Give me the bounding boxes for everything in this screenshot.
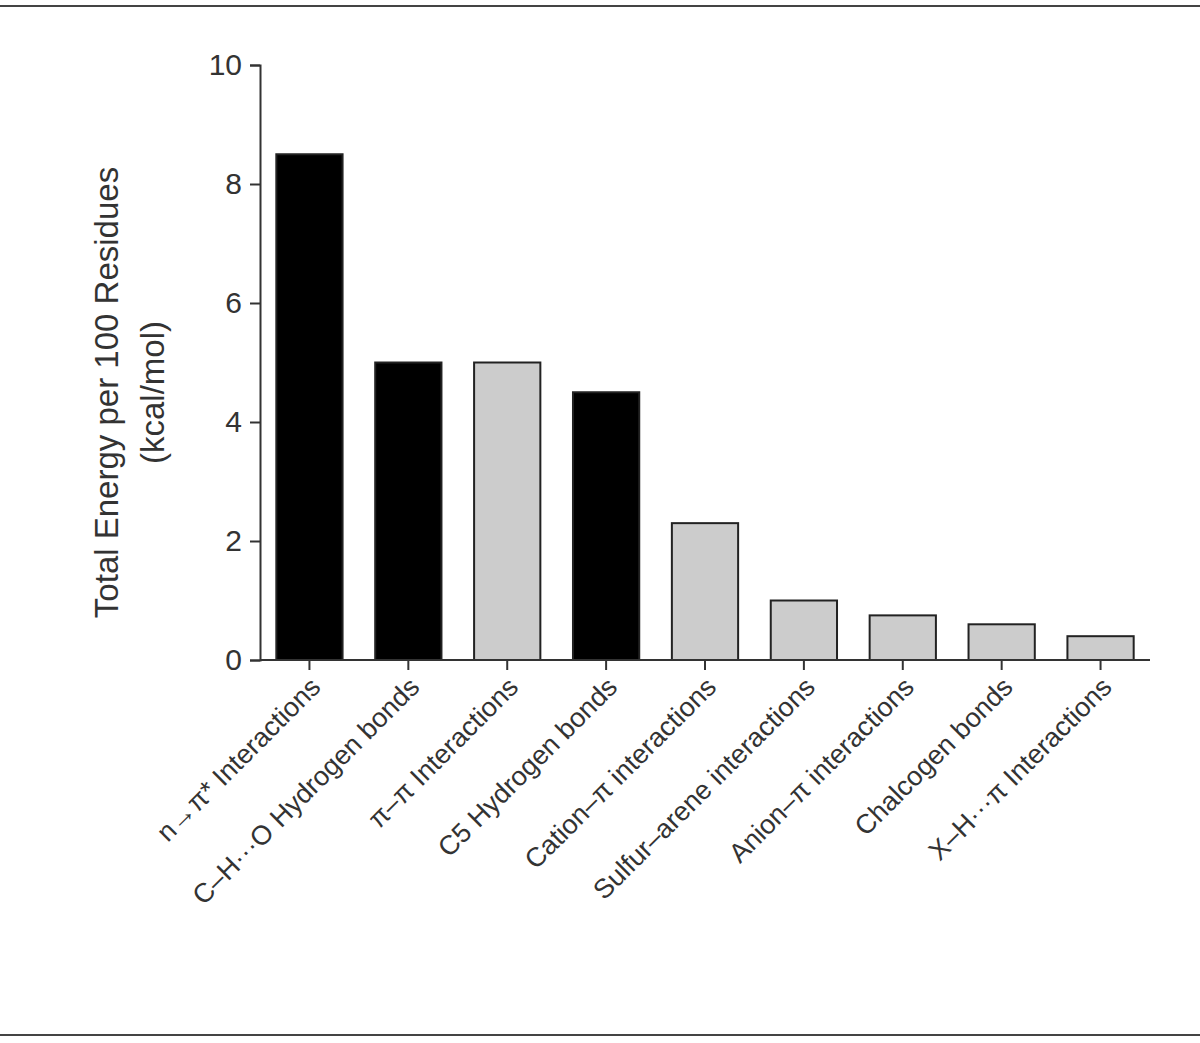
y-axis-title: (kcal/mol) [134,321,171,464]
y-tick-mark [250,422,260,424]
bar [276,154,342,660]
y-tick: 0 [225,643,260,676]
chart: 0 2 4 6 8 10 n→π* InteractionsC–H···O Hydrogen… [0,0,1200,1043]
x-tick-mark [704,660,706,670]
bars [276,154,1133,660]
x-tick-label: C5 Hydrogen bonds [432,672,623,863]
x-tick-mark [1100,660,1102,670]
x-tick-mark [803,660,805,670]
y-tick: 8 [225,167,260,200]
bar [969,624,1035,660]
bar [870,615,936,660]
x-tick: X–H···π Interactions [923,660,1118,866]
bar [771,601,837,661]
y-tick: 6 [225,286,260,319]
y-axis-line [250,66,261,661]
x-tick-label: X–H···π Interactions [923,672,1118,867]
bar [672,523,738,660]
frame-top [0,5,1200,7]
y-tick-label: 4 [225,405,242,438]
y-tick: 2 [225,524,260,557]
x-tick-mark [605,660,607,670]
y-tick-label: 0 [225,643,242,676]
y-tick-label: 8 [225,167,242,200]
x-tick-label: Cation–π interactions [519,672,722,875]
x-tick: Anion–π interactions [723,660,920,868]
x-tick-mark [407,660,409,670]
frame-bottom [0,1034,1200,1036]
bar [474,363,540,661]
x-tick-mark [1001,660,1003,670]
y-tick-mark [250,184,260,186]
x-tick-mark [902,660,904,670]
y-tick-mark [250,541,260,543]
x-tick-mark [506,660,508,670]
x-axis: n→π* InteractionsC–H···O Hydrogen bondsπ… [151,660,1150,910]
x-tick: Sulfur–arene interactions [587,660,820,905]
x-tick-label: n→π* Interactions [151,672,327,848]
x-tick-mark [308,660,310,670]
y-tick: 10 [209,48,260,81]
bar [1067,636,1133,660]
y-tick-mark [250,303,260,305]
y-tick-label: 10 [209,48,242,81]
y-tick-label: 2 [225,524,242,557]
x-tick: C5 Hydrogen bonds [432,660,623,863]
y-axis-title: Total Energy per 100 Residues [88,167,125,618]
y-tick-mark [250,660,260,662]
x-tick-label: Anion–π interactions [723,672,920,869]
y-tick-mark [250,65,260,67]
bar [573,392,639,660]
bar [375,363,441,661]
x-tick: n→π* Interactions [151,660,327,847]
y-axis: 0 2 4 6 8 10 [209,48,261,676]
y-tick: 4 [225,405,260,438]
y-tick-label: 6 [225,286,242,319]
x-tick: Cation–π interactions [519,660,722,875]
